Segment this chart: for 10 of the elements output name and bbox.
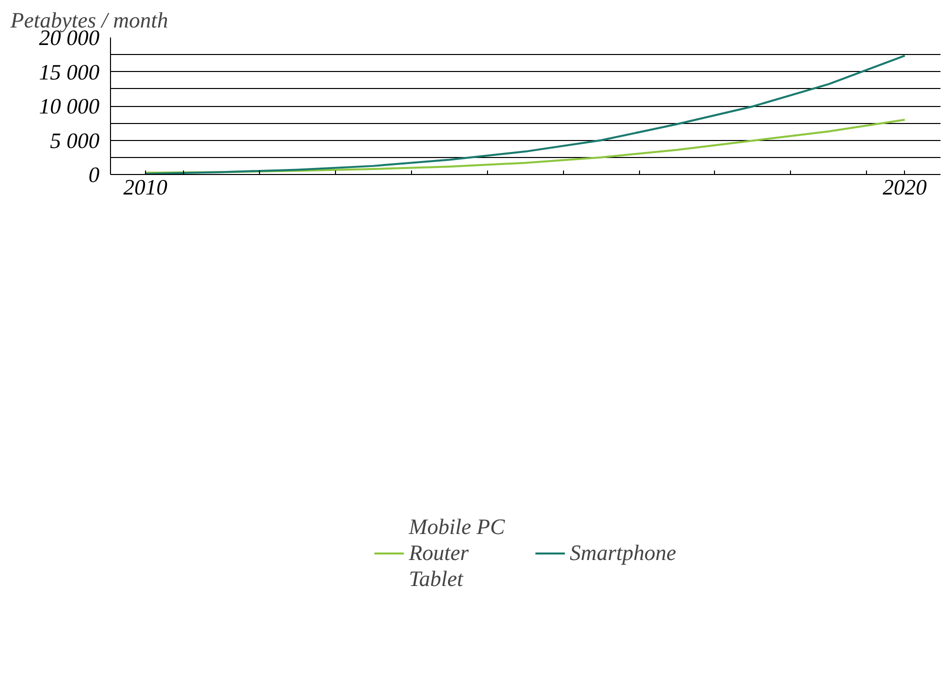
line-series xyxy=(144,54,906,174)
y-tick-label: 15 000 xyxy=(39,59,100,84)
x-tick-label: 2020 xyxy=(882,174,927,200)
y-tick-label: 5 000 xyxy=(50,128,100,153)
x-tick-label: 2010 xyxy=(123,174,168,200)
y-tick-label: 0 xyxy=(88,162,100,187)
legend-label: Smartphone xyxy=(570,540,676,566)
legend-label: Mobile PC Router Tablet xyxy=(408,514,505,592)
y-tick-label: 10 000 xyxy=(39,94,100,118)
line-series xyxy=(144,118,906,174)
